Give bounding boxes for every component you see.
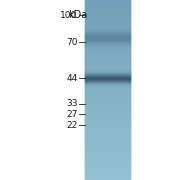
Text: kDa: kDa — [68, 10, 88, 20]
Text: 33: 33 — [66, 99, 77, 108]
Text: 27: 27 — [66, 110, 77, 119]
Text: 100: 100 — [60, 11, 77, 20]
Text: 22: 22 — [66, 121, 77, 130]
Text: 44: 44 — [66, 74, 77, 83]
Text: 70: 70 — [66, 38, 77, 47]
